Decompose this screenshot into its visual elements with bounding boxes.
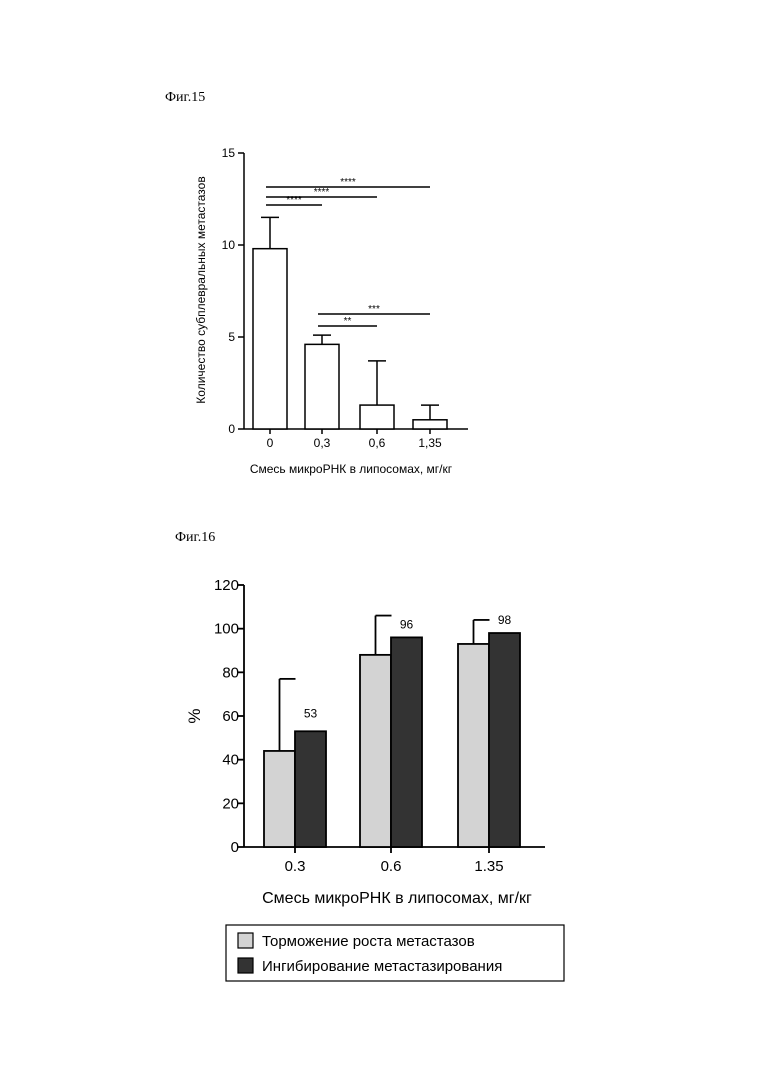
chart1-x-axis-label: Смесь микроРНК в липосомах, мг/кг: [250, 462, 453, 476]
legend-swatch-metastasis-inhibition: [238, 958, 253, 973]
chart2-y-tick-label: 120: [214, 577, 239, 594]
chart1-significance-label: ****: [286, 195, 302, 206]
chart1-significance-label: ****: [314, 187, 330, 198]
chart2-y-tick-label: 0: [231, 839, 239, 856]
chart2-bar: [295, 731, 326, 847]
chart1-bar: [360, 405, 394, 429]
chart2-y-axis-label: %: [185, 708, 204, 723]
chart2-data-label: 53: [304, 706, 318, 720]
legend-swatch-growth-inhibition: [238, 933, 253, 948]
chart2-data-label: 96: [400, 617, 414, 631]
chart-percent-inhibition: % Смесь микроРНК в липосомах, мг/кг Торм…: [185, 577, 564, 981]
chart1-bar: [253, 249, 287, 429]
chart2-bar: [264, 751, 295, 847]
chart1-x-tick-label: 0,6: [369, 436, 386, 450]
chart2-bar: [391, 637, 422, 847]
chart1-y-tick-label: 5: [228, 330, 235, 344]
chart1-bar: [305, 344, 339, 429]
chart1-significance-label: ****: [340, 177, 356, 188]
chart2-bar: [458, 644, 489, 847]
chart1-x-tick-label: 1,35: [418, 436, 442, 450]
chart2-x-axis-label: Смесь микроРНК в липосомах, мг/кг: [262, 890, 532, 907]
chart1-x-tick-label: 0: [267, 436, 274, 450]
chart2-x-tick-label: 1.35: [474, 858, 503, 875]
chart2-x-tick-label: 0.3: [285, 858, 306, 875]
chart2-data-label: 98: [498, 613, 512, 627]
chart1-bar: [413, 420, 447, 429]
chart1-significance-label: ***: [368, 304, 380, 315]
chart1-x-tick-label: 0,3: [314, 436, 331, 450]
chart1-y-tick-label: 10: [222, 238, 236, 252]
chart2-y-tick-label: 20: [222, 795, 239, 812]
chart2-y-tick-label: 80: [222, 664, 239, 681]
chart1-y-tick-label: 15: [222, 146, 236, 160]
chart2-bar: [489, 633, 520, 847]
chart-metastases-count: Количество субплевральных метастазов Сме…: [194, 146, 468, 476]
chart2-bar: [360, 655, 391, 847]
legend-label-metastasis-inhibition: Ингибирование метастазирования: [262, 958, 502, 975]
chart2-x-tick-label: 0.6: [381, 858, 402, 875]
chart2-y-tick-label: 40: [222, 752, 239, 769]
chart1-significance-label: **: [344, 316, 352, 327]
chart1-y-axis-label: Количество субплевральных метастазов: [194, 176, 208, 403]
legend-label-growth-inhibition: Торможение роста метастазов: [262, 933, 475, 950]
chart2-y-tick-label: 100: [214, 621, 239, 638]
chart2-y-tick-label: 60: [222, 708, 239, 725]
chart1-y-tick-label: 0: [228, 422, 235, 436]
